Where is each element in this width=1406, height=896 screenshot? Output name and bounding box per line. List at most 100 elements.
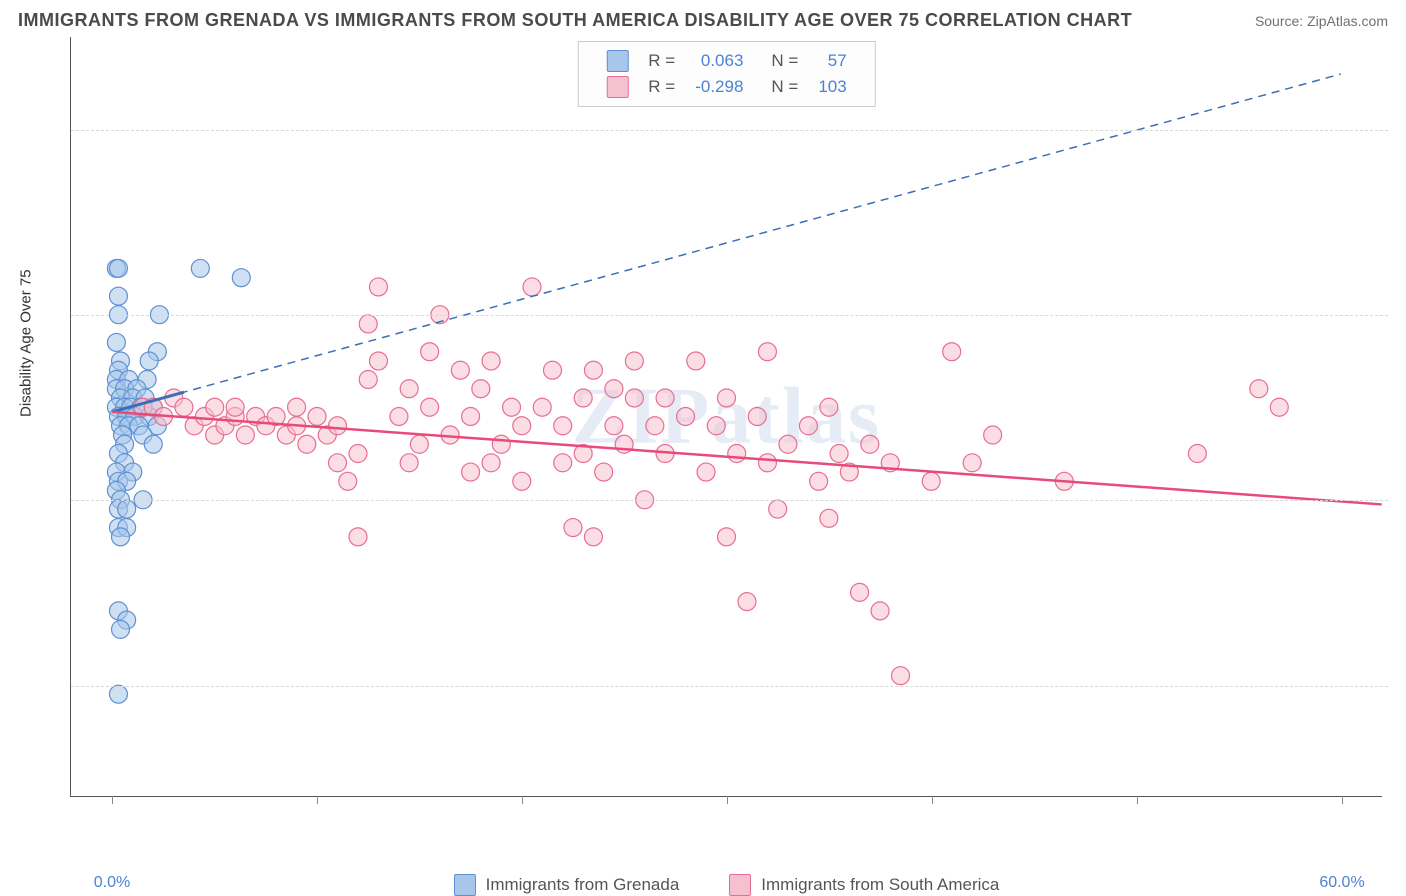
- legend-label: Immigrants from Grenada: [486, 875, 680, 895]
- point-grenada: [144, 398, 162, 416]
- point-south_america: [400, 454, 418, 472]
- point-south_america: [329, 417, 347, 435]
- point-south_america: [625, 352, 643, 370]
- point-south_america: [574, 389, 592, 407]
- point-south_america: [1270, 398, 1288, 416]
- point-south_america: [359, 370, 377, 388]
- legend-item: Immigrants from South America: [729, 874, 999, 896]
- x-tick-label: 0.0%: [94, 874, 130, 892]
- point-grenada: [120, 417, 138, 435]
- point-south_america: [718, 389, 736, 407]
- point-grenada: [109, 408, 127, 426]
- point-south_america: [226, 408, 244, 426]
- point-south_america: [922, 472, 940, 490]
- point-grenada: [126, 408, 144, 426]
- y-axis-label: Disability Age Over 75: [18, 269, 35, 417]
- point-grenada: [116, 380, 134, 398]
- point-south_america: [369, 352, 387, 370]
- point-south_america: [574, 445, 592, 463]
- point-south_america: [482, 454, 500, 472]
- point-grenada: [112, 389, 130, 407]
- point-grenada: [112, 417, 130, 435]
- point-south_america: [810, 472, 828, 490]
- point-grenada: [107, 370, 125, 388]
- point-grenada: [116, 454, 134, 472]
- y-tick-label: 60.0%: [1392, 306, 1406, 324]
- legend-item: Immigrants from Grenada: [454, 874, 680, 896]
- swatch-icon: [606, 76, 628, 98]
- point-south_america: [155, 408, 173, 426]
- point-grenada: [109, 445, 127, 463]
- point-grenada: [107, 380, 125, 398]
- point-south_america: [799, 417, 817, 435]
- point-south_america: [441, 426, 459, 444]
- x-tick: [1137, 796, 1138, 804]
- point-grenada: [122, 398, 140, 416]
- legend-label: Immigrants from South America: [761, 875, 999, 895]
- point-south_america: [871, 602, 889, 620]
- n-value: 57: [808, 48, 856, 74]
- point-grenada: [109, 287, 127, 305]
- x-tick: [932, 796, 933, 804]
- point-south_america: [462, 463, 480, 481]
- point-south_america: [707, 417, 725, 435]
- point-south_america: [564, 519, 582, 537]
- chart-svg-overlay: [71, 37, 1382, 796]
- x-tick-label: 60.0%: [1319, 874, 1364, 892]
- gridline-h: [71, 686, 1388, 687]
- point-south_america: [543, 361, 561, 379]
- point-south_america: [697, 463, 715, 481]
- r-value: 0.063: [685, 48, 753, 74]
- n-label: N =: [753, 74, 808, 100]
- point-south_america: [144, 398, 162, 416]
- point-south_america: [1055, 472, 1073, 490]
- point-south_america: [718, 528, 736, 546]
- point-south_america: [1250, 380, 1268, 398]
- point-south_america: [1188, 445, 1206, 463]
- point-grenada: [107, 482, 125, 500]
- point-grenada: [107, 463, 125, 481]
- point-grenada: [148, 343, 166, 361]
- point-grenada: [140, 408, 158, 426]
- point-south_america: [369, 278, 387, 296]
- stats-row: R =-0.298N =103: [596, 74, 856, 100]
- watermark: ZIPatlas: [572, 371, 881, 462]
- point-grenada: [112, 528, 130, 546]
- point-south_america: [584, 528, 602, 546]
- point-grenada: [109, 361, 127, 379]
- trendline-south_america: [112, 412, 1381, 505]
- point-grenada: [120, 370, 138, 388]
- point-grenada: [107, 259, 125, 277]
- point-grenada: [112, 620, 130, 638]
- point-south_america: [226, 398, 244, 416]
- x-tick: [1342, 796, 1343, 804]
- point-south_america: [206, 398, 224, 416]
- stats-row: R =0.063N =57: [596, 48, 856, 74]
- point-south_america: [758, 343, 776, 361]
- point-grenada: [148, 417, 166, 435]
- point-south_america: [892, 667, 910, 685]
- y-tick-label: 80.0%: [1392, 121, 1406, 139]
- r-label: R =: [638, 48, 685, 74]
- n-label: N =: [753, 48, 808, 74]
- scatter-plot-area: ZIPatlas R =0.063N =57R =-0.298N =103 Im…: [70, 37, 1382, 797]
- point-south_america: [298, 435, 316, 453]
- point-grenada: [109, 500, 127, 518]
- point-south_america: [830, 445, 848, 463]
- point-south_america: [267, 408, 285, 426]
- point-south_america: [400, 380, 418, 398]
- point-south_america: [185, 417, 203, 435]
- point-south_america: [349, 528, 367, 546]
- point-grenada: [118, 611, 136, 629]
- point-grenada: [132, 398, 150, 416]
- point-south_america: [513, 417, 531, 435]
- point-grenada: [130, 417, 148, 435]
- point-south_america: [820, 509, 838, 527]
- point-south_america: [503, 398, 521, 416]
- point-south_america: [779, 435, 797, 453]
- point-south_america: [656, 389, 674, 407]
- point-south_america: [656, 445, 674, 463]
- swatch-icon: [606, 50, 628, 72]
- point-grenada: [118, 472, 136, 490]
- x-tick: [317, 796, 318, 804]
